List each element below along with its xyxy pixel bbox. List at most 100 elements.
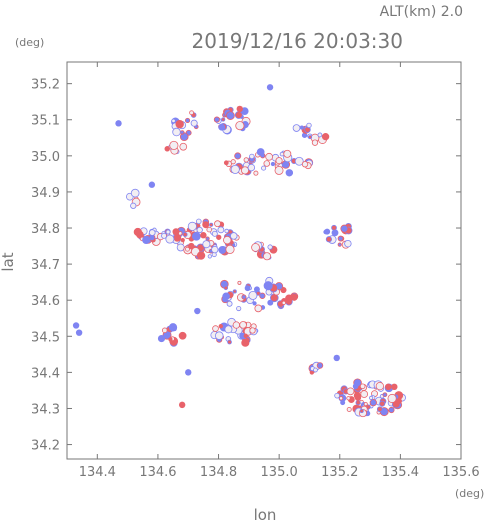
y-tick-label: 34.8 <box>31 222 60 237</box>
echo-cell <box>251 243 260 252</box>
x-tick-label: 134.6 <box>139 465 176 480</box>
echo-cell <box>223 285 229 291</box>
y-tick-label: 34.5 <box>31 330 60 345</box>
echo-cell <box>218 324 223 329</box>
y-tick-label: 34.2 <box>31 439 60 454</box>
echo-cell <box>168 337 173 342</box>
echo-cell <box>130 202 137 209</box>
echo-cell <box>309 370 315 375</box>
echo-cell <box>355 400 361 406</box>
echo-cell <box>211 245 219 254</box>
echo-cell <box>222 292 230 301</box>
y-tick-label: 34.7 <box>31 258 60 273</box>
echo-cell <box>275 157 283 165</box>
echo-cell <box>331 229 339 237</box>
y-unit-label: (deg) <box>15 36 44 49</box>
echo-cell <box>200 232 207 239</box>
echo-cell <box>157 334 166 343</box>
echo-cell <box>202 221 210 229</box>
echo-cell <box>133 227 142 237</box>
echo-cell <box>172 228 180 236</box>
echo-cell <box>221 117 226 122</box>
echo-cell <box>354 394 362 401</box>
echo-cell <box>346 406 352 412</box>
echo-cell <box>363 402 368 407</box>
echo-cell <box>161 327 168 334</box>
echo-cell <box>252 301 257 306</box>
y-tick-label: 34.6 <box>31 294 60 309</box>
echo-cell <box>274 165 284 175</box>
echo-cell <box>171 118 176 124</box>
echo-cell <box>178 331 187 340</box>
echo-cell <box>311 139 319 146</box>
echo-cell <box>218 123 226 131</box>
x-axis-title: lon <box>254 506 277 521</box>
echo-cell <box>299 125 304 130</box>
y-tick-label: 35.1 <box>31 114 60 129</box>
echo-cell <box>285 169 293 177</box>
echo-cell <box>182 232 188 237</box>
plot-frame <box>66 61 462 460</box>
echo-cell <box>375 381 385 391</box>
echo-cell <box>261 165 267 171</box>
echo-cell <box>388 406 395 414</box>
echo-cell <box>196 251 206 260</box>
echo-cell <box>344 239 352 248</box>
echo-cell <box>235 121 245 131</box>
echo-cell <box>316 362 324 369</box>
echo-cell <box>333 354 340 362</box>
echo-cell <box>236 305 242 312</box>
echo-cell <box>294 156 304 166</box>
echo-cell <box>325 236 333 243</box>
echo-cell <box>184 117 191 124</box>
echo-cell <box>234 152 242 160</box>
echo-cell <box>130 188 140 198</box>
echo-cell <box>346 387 355 396</box>
echo-cell <box>376 406 383 413</box>
echo-cell <box>230 164 240 174</box>
echo-cell <box>75 329 83 336</box>
echo-cell <box>340 224 349 233</box>
echo-cell <box>253 286 260 293</box>
echo-cell <box>216 234 222 240</box>
echo-cell <box>142 236 151 245</box>
echo-cell <box>352 383 359 390</box>
echo-cell <box>379 400 386 407</box>
echo-cell <box>209 222 214 227</box>
echo-cell <box>169 140 179 150</box>
echo-cell <box>308 135 313 140</box>
echo-cell <box>180 130 185 135</box>
echo-cell <box>214 331 224 340</box>
echo-cell <box>206 226 213 233</box>
echo-cell <box>339 396 344 401</box>
echo-cell <box>396 398 402 404</box>
y-tick-label: 35.2 <box>31 78 60 93</box>
echo-cell <box>241 166 250 175</box>
echo-cell <box>254 304 263 313</box>
echo-cell <box>266 84 274 91</box>
echo-cell <box>321 133 330 141</box>
echo-cell <box>179 142 188 151</box>
echo-marks <box>72 84 406 418</box>
x-unit-label: (deg) <box>455 487 484 500</box>
timestamp-title: 2019/12/16 20:03:30 <box>192 29 403 53</box>
echo-cell <box>218 245 227 254</box>
echo-cell <box>194 307 201 315</box>
echo-cell <box>185 369 192 376</box>
echo-cell <box>301 161 309 168</box>
echo-cell <box>359 408 364 414</box>
echo-cell <box>369 398 377 407</box>
echo-cell <box>285 294 293 303</box>
echo-cell <box>337 235 344 242</box>
echo-cell <box>213 116 220 123</box>
echo-cell <box>176 243 185 252</box>
echo-cell <box>214 220 221 228</box>
echo-cell <box>247 163 256 172</box>
echo-cell <box>237 280 242 285</box>
echo-cell <box>224 228 229 234</box>
echo-cell <box>253 170 259 176</box>
echo-cell <box>236 105 243 113</box>
x-tick-label: 135.4 <box>382 465 419 480</box>
echo-cell <box>189 110 194 116</box>
